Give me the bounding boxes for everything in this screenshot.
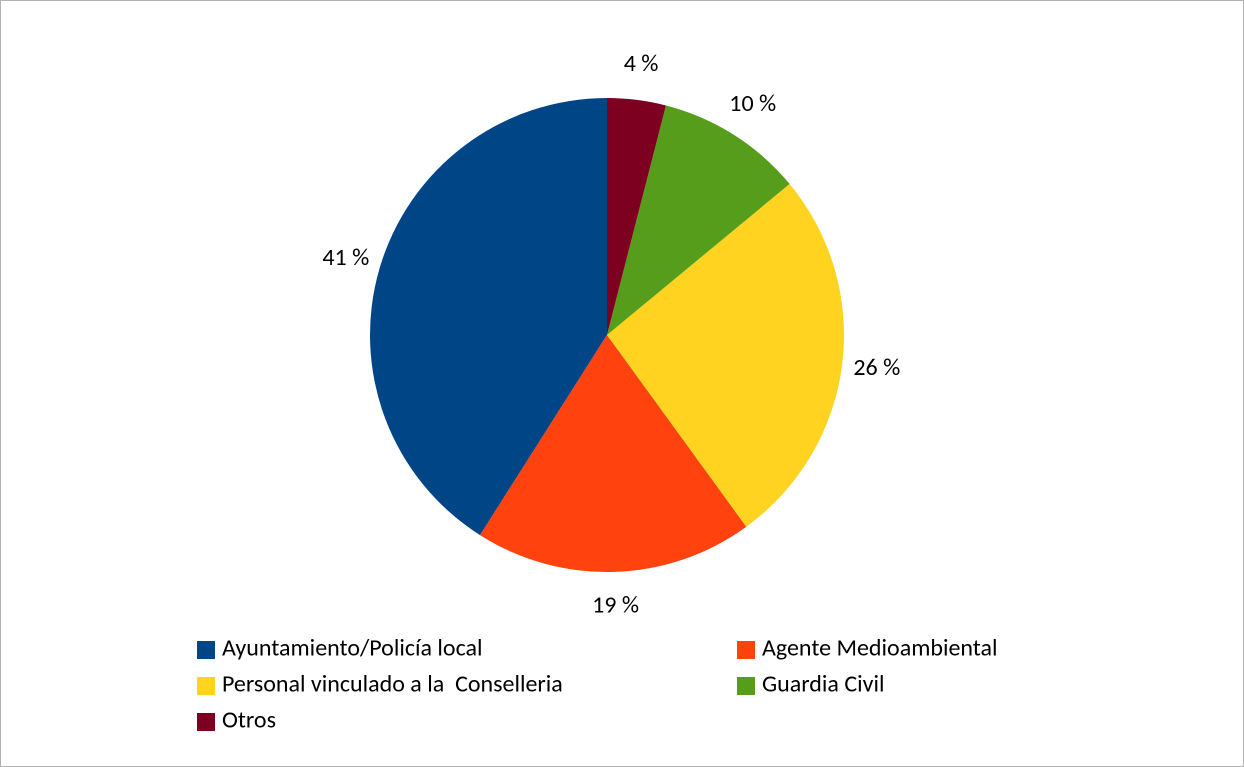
data-label: 19 %: [592, 591, 639, 620]
legend-label: Guardia Civil: [762, 670, 884, 699]
data-label: 26 %: [853, 353, 900, 382]
legend-label: Personal vinculado a la Conselleria: [222, 670, 563, 699]
data-label: 4 %: [624, 49, 659, 78]
legend-swatch: [737, 641, 755, 659]
legend-swatch: [197, 677, 215, 695]
data-label: 41 %: [322, 243, 369, 272]
pie-slice: [607, 105, 790, 335]
pie-slice: [607, 98, 666, 335]
legend-swatch: [197, 641, 215, 659]
legend-label: Agente Medioambiental: [762, 634, 998, 663]
legend-label: Otros: [222, 706, 276, 735]
pie-slice: [480, 335, 747, 572]
data-label: 10 %: [729, 89, 776, 118]
legend-label: Ayuntamiento/Policía local: [222, 634, 483, 663]
pie-slice: [607, 183, 845, 527]
pie-slice: [370, 98, 607, 536]
legend-swatch: [737, 677, 755, 695]
legend-swatch: [197, 713, 215, 731]
